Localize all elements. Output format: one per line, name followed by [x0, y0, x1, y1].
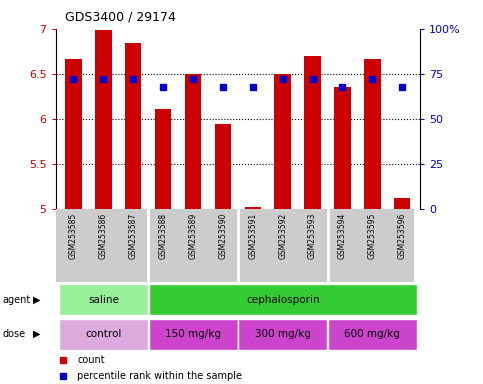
Bar	[148, 319, 238, 349]
Text: GSM253595: GSM253595	[368, 213, 377, 259]
Bar	[328, 319, 417, 349]
Text: GSM253587: GSM253587	[129, 213, 138, 259]
Text: GDS3400 / 29174: GDS3400 / 29174	[65, 10, 176, 23]
Text: saline: saline	[88, 295, 119, 305]
Bar	[215, 124, 231, 209]
Text: GSM253593: GSM253593	[308, 213, 317, 259]
Bar	[95, 30, 112, 209]
Text: ▶: ▶	[33, 329, 41, 339]
Text: GSM253589: GSM253589	[188, 213, 198, 259]
Bar	[65, 59, 82, 209]
Bar	[125, 43, 142, 209]
Text: ▶: ▶	[33, 295, 41, 305]
Text: GSM253591: GSM253591	[248, 213, 257, 259]
Text: GSM253585: GSM253585	[69, 213, 78, 259]
Bar	[59, 319, 148, 349]
Bar	[334, 88, 351, 209]
Text: GSM253592: GSM253592	[278, 213, 287, 259]
Bar	[155, 109, 171, 209]
Text: 600 mg/kg: 600 mg/kg	[344, 329, 400, 339]
Text: GSM253588: GSM253588	[158, 213, 168, 259]
Text: GSM253594: GSM253594	[338, 213, 347, 259]
Bar	[394, 199, 411, 209]
Text: percentile rank within the sample: percentile rank within the sample	[77, 371, 242, 381]
Bar	[59, 284, 148, 315]
Text: GSM253596: GSM253596	[398, 213, 407, 259]
Text: GSM253590: GSM253590	[218, 213, 227, 259]
Text: dose: dose	[2, 329, 26, 339]
Bar	[148, 284, 417, 315]
Text: GSM253586: GSM253586	[99, 213, 108, 259]
Bar	[238, 319, 327, 349]
Bar	[364, 59, 381, 209]
Text: agent: agent	[2, 295, 30, 305]
Text: control: control	[85, 329, 122, 339]
Bar	[274, 74, 291, 209]
Text: 150 mg/kg: 150 mg/kg	[165, 329, 221, 339]
Bar	[185, 74, 201, 209]
Bar	[304, 56, 321, 209]
Bar	[244, 207, 261, 209]
Text: 300 mg/kg: 300 mg/kg	[255, 329, 311, 339]
Text: cephalosporin: cephalosporin	[246, 295, 320, 305]
Text: count: count	[77, 356, 105, 366]
